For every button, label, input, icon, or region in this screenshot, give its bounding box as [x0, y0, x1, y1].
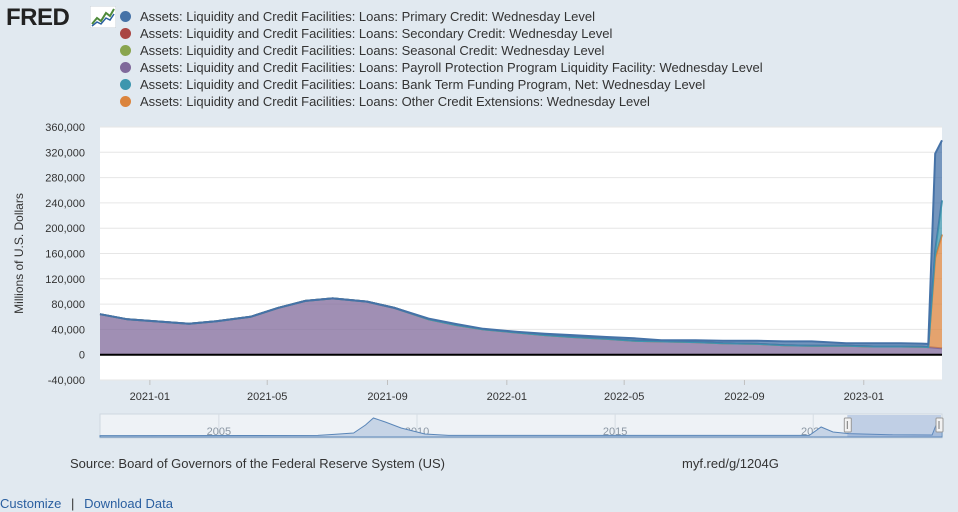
y-tick-label: 240,000	[45, 198, 85, 210]
link-separator: |	[71, 496, 75, 511]
y-tick-label: 120,000	[45, 274, 85, 286]
legend-marker-icon	[120, 62, 131, 73]
customize-link[interactable]: Customize	[0, 496, 62, 511]
fred-logo[interactable]: FRED	[6, 4, 116, 31]
legend-item[interactable]: Assets: Liquidity and Credit Facilities:…	[120, 59, 763, 76]
legend-item[interactable]: Assets: Liquidity and Credit Facilities:…	[120, 8, 763, 25]
short-link[interactable]: myf.red/g/1204G	[682, 456, 779, 471]
y-tick-label: 80,000	[51, 299, 85, 311]
legend-label: Assets: Liquidity and Credit Facilities:…	[140, 94, 650, 109]
area-series[interactable]	[100, 298, 942, 355]
range-navigator[interactable]: 2005201020152020	[99, 413, 944, 439]
x-tick-label: 2023-01	[844, 391, 884, 403]
legend-marker-icon	[120, 96, 131, 107]
y-tick-label: 360,000	[45, 122, 85, 134]
x-tick-label: 2022-01	[487, 391, 527, 403]
legend-label: Assets: Liquidity and Credit Facilities:…	[140, 60, 763, 75]
y-tick-label: -40,000	[48, 375, 85, 387]
legend-item[interactable]: Assets: Liquidity and Credit Facilities:…	[120, 93, 763, 110]
legend-item[interactable]: Assets: Liquidity and Credit Facilities:…	[120, 76, 763, 93]
legend-item[interactable]: Assets: Liquidity and Credit Facilities:…	[120, 25, 763, 42]
x-tick-label: 2022-09	[724, 391, 764, 403]
legend-marker-icon	[120, 11, 131, 22]
legend-label: Assets: Liquidity and Credit Facilities:…	[140, 26, 613, 41]
legend-marker-icon	[120, 45, 131, 56]
legend-item[interactable]: Assets: Liquidity and Credit Facilities:…	[120, 42, 763, 59]
plot-area: 360,000 320,000 280,000 240,000 200,000 160,0…	[45, 122, 943, 403]
legend-marker-icon	[120, 28, 131, 39]
source-text: Source: Board of Governors of the Federa…	[70, 456, 445, 471]
fred-logo-text: FRED	[6, 4, 70, 31]
legend-marker-icon	[120, 79, 131, 90]
legend-label: Assets: Liquidity and Credit Facilities:…	[140, 9, 595, 24]
x-tick-label: 2021-09	[367, 391, 407, 403]
x-tick-label: 2021-01	[130, 391, 170, 403]
series-line[interactable]	[99, 139, 943, 345]
footer-links: Customize | Download Data	[0, 496, 173, 511]
navigator-selection[interactable]	[847, 415, 941, 437]
x-tick-label: 2022-05	[604, 391, 644, 403]
y-tick-label: 40,000	[51, 324, 85, 336]
y-tick-label: 160,000	[45, 249, 85, 261]
chart-legend: Assets: Liquidity and Credit Facilities:…	[120, 8, 763, 110]
y-tick-label: 320,000	[45, 147, 85, 159]
y-axis-title: Millions of U.S. Dollars	[12, 193, 26, 314]
y-axis-label: Millions of U.S. Dollars	[12, 193, 26, 314]
legend-label: Assets: Liquidity and Credit Facilities:…	[140, 43, 605, 58]
legend-label: Assets: Liquidity and Credit Facilities:…	[140, 77, 706, 92]
y-tick-label: 200,000	[45, 223, 85, 235]
download-data-link[interactable]: Download Data	[84, 496, 173, 511]
y-tick-label: 280,000	[45, 173, 85, 185]
y-tick-label: 0	[79, 350, 85, 362]
chart: Millions of U.S. Dollars 360,000 320,000 2…	[12, 122, 944, 439]
navigator-background	[99, 413, 943, 439]
fred-chart-icon	[90, 6, 116, 28]
x-tick-label: 2021-05	[247, 391, 287, 403]
